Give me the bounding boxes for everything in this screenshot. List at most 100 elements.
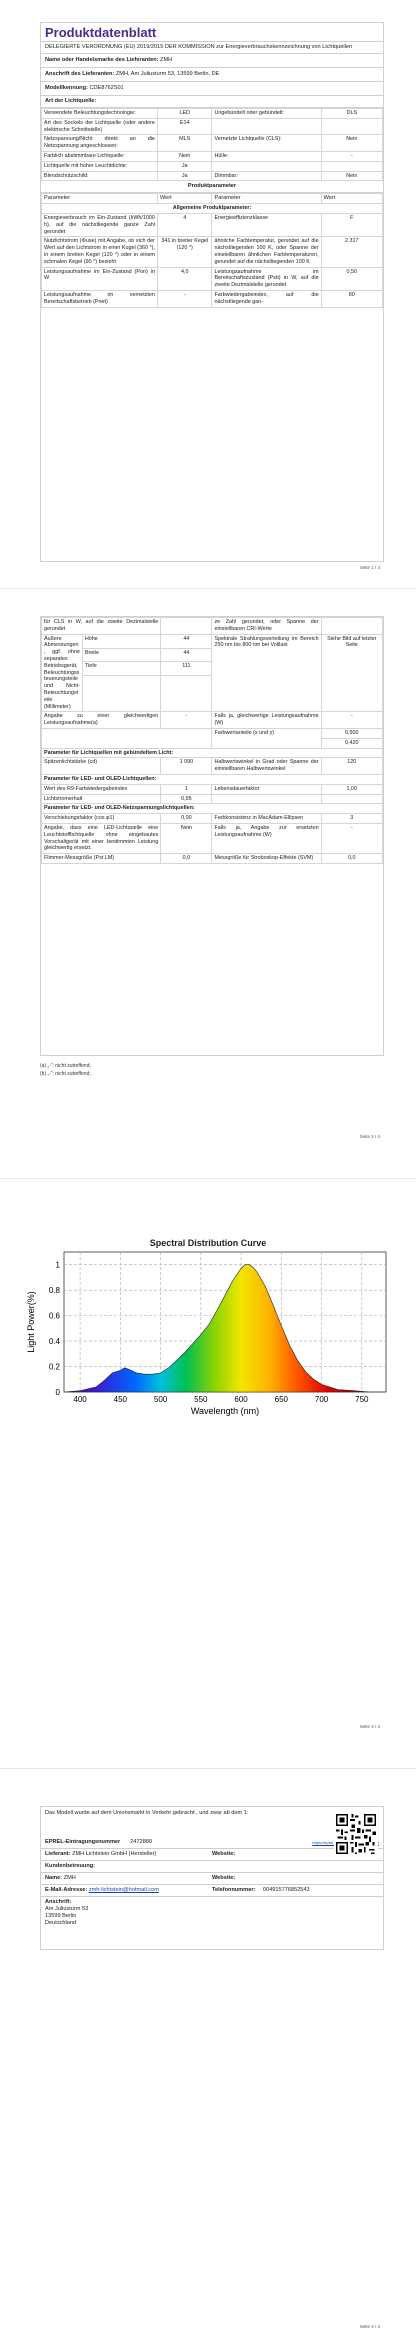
supplier-label: Lieferant: — [45, 1851, 71, 1857]
x-tick-label: 400 — [73, 1395, 87, 1404]
table-cell: 120 — [320, 757, 384, 775]
table-cell: Leistungsaufnahme im Bereitschaftszustan… — [211, 266, 322, 291]
page-divider — [0, 588, 416, 589]
param-section-title: Produktparameter — [41, 181, 383, 194]
qr-code-icon[interactable] — [334, 1812, 378, 1856]
type-table: Verwendete Beleuchtungstechnologie: LED Un… — [41, 108, 384, 182]
y-tick-label: 0.2 — [49, 1363, 61, 1372]
table-cell: Farblich abstimmbare Lichtquelle: — [41, 150, 158, 162]
table-cell: Art des Sockels der Lichtquelle (oder an… — [41, 117, 158, 136]
phone-value: 004915776852543 — [262, 1887, 310, 1893]
table-cell: Netzspannung/Nicht direkt an die Netzspa… — [41, 134, 158, 152]
datasheet-frame-1: Produktdatenblatt DELEGIERTE VERORDNUNG … — [40, 22, 384, 562]
y-tick-label: 0.6 — [49, 1312, 61, 1321]
table-cell — [160, 617, 213, 635]
table-cell: 1 090 — [160, 757, 213, 775]
table-cell: Lichtquelle mit hoher Leuchtdichte: — [41, 160, 158, 172]
page-divider — [0, 1178, 416, 1179]
table-cell: Spitzenlichtstärke (cd) — [40, 757, 162, 775]
column-header: Parameter — [41, 193, 158, 205]
service-row: Kundenbetreuung: — [41, 1861, 383, 1873]
x-tick-label: 700 — [315, 1395, 329, 1404]
table-cell: Vernetzte Lichtquelle (CLS): — [211, 134, 322, 152]
dimension-height-value: 44 — [160, 633, 213, 649]
column-header: Wert — [320, 193, 384, 205]
table-row: Farbwertanteile (x und y) 0,500 — [40, 727, 384, 749]
table-cell: Leistungsaufnahme im vernetzten Bereitsc… — [41, 289, 158, 308]
spectral-value: Siehe Bild auf letzter Seite — [320, 633, 384, 713]
table-cell: 0,50 — [320, 266, 384, 291]
table-cell: 4 — [156, 212, 213, 238]
x-tick-label: 500 — [154, 1395, 168, 1404]
brand-label: Name oder Handelsmarke des Lieferanten: — [45, 57, 159, 63]
model-value: CDE8762S01 — [89, 85, 124, 91]
contact-row: E-Mail-Adresse: zmh-lichtstein@hotmail.c… — [41, 1885, 383, 1897]
section-row: Parameter für LED- und OLED-Lichtquellen… — [41, 773, 383, 785]
table-cell: 1 — [160, 783, 213, 795]
table-cell: MLS — [156, 134, 213, 152]
table-cell: 0,00 — [160, 813, 213, 824]
chromaticity-x-value: 0,500 — [320, 727, 384, 739]
dimension-depth-label: Tiefe — [81, 661, 162, 677]
table-row: Energieverbrauch im Ein-Zustand (kWh/100… — [41, 212, 384, 238]
address-line: Deutschland — [45, 1920, 77, 1926]
equivalent-power-label: Angabe zu einer gleichwertigen Leistungs… — [40, 711, 162, 729]
table-cell: 0,0 — [160, 853, 213, 864]
table-cell — [320, 160, 384, 172]
address-line: Am Juliusturm 53 — [45, 1906, 89, 1912]
x-tick-label: 750 — [355, 1395, 369, 1404]
supplier-cell: Lieferant: ZMH Lichtstein GmbH (Herstell… — [45, 1851, 212, 1858]
table-row: Wert des R9-Farbwiedergabeindex 1 Lebensda… — [40, 783, 384, 795]
table-row: Leistungsaufnahme im vernetzten Bereitsc… — [41, 289, 384, 308]
datasheet-frame-2: für CLS in W, auf die zweite Dezimalstel… — [40, 616, 384, 1056]
table-row: Art des Sockels der Lichtquelle (oder an… — [41, 117, 384, 136]
table-header-row: Parameter Wert Parameter Wert — [41, 193, 384, 205]
table-cell: Farbkonsistenz in MacAdam-Ellipsen — [211, 813, 322, 824]
table-cell: Energieeffizienzklasse — [211, 212, 322, 238]
table-row: Spitzenlichtstärke (cd) 1 090 Halbwertswin… — [40, 757, 384, 775]
footnote-b: (b) „-“: nicht zutreffend; — [40, 1071, 91, 1077]
table-row: Blendschutzschild: Ja Dimmbar: Nein — [41, 170, 384, 182]
phone-cell: Telefonnummer: 004915776852543 — [212, 1887, 310, 1894]
type-section-title: Art der Lichtquelle: — [41, 96, 383, 108]
address-label: Anschrift: — [45, 1899, 72, 1905]
section-row: Parameter für LED- und OLED-Netzspannung… — [41, 803, 383, 815]
table-cell: 3 — [320, 813, 384, 824]
table-cell: - — [156, 289, 213, 308]
table-cell: Farbwiedergabeindex, auf die nächstliege… — [211, 289, 322, 308]
address-row: Anschrift des Lieferanten: ZMH, Am Juliu… — [41, 68, 383, 82]
table-cell: Lebensdauerfaktor — [211, 783, 322, 795]
table-cell: Lichtstromerhalt — [40, 793, 162, 805]
table-cell: LED — [156, 108, 213, 119]
table-cell: Blendschutzschild: — [41, 170, 158, 182]
info-frame: Das Modell wurde auf dem Unionsmarkt in … — [40, 1806, 384, 1950]
email-link[interactable]: zmh-lichtstein@hotmail.com — [88, 1887, 159, 1893]
page-3: Spectral Distribution Curve 400 450 500 550… — [0, 1178, 416, 1768]
x-tick-label: 650 — [275, 1395, 289, 1404]
y-axis-label: Light Power(%) — [26, 1291, 36, 1353]
table-cell: DLS — [320, 108, 384, 119]
table-cell: Messgröße für Stroboskop-Effekte (SVM) — [211, 853, 322, 864]
table-cell: Verschiebungsfaktor (cos φ1) — [40, 813, 162, 824]
table-cell: Verwendete Beleuchtungstechnologie: — [41, 108, 158, 119]
eprel-label: EPREL-Eintragungsnummer — [45, 1839, 121, 1845]
model-label: Modellkennung: — [45, 85, 88, 91]
table-cell: ähnliche Farbtemperatur, gerundet auf di… — [211, 236, 322, 268]
page-number: Seite 4 / 4 — [359, 2324, 380, 2329]
table-cell — [320, 117, 384, 136]
table-cell: Ja — [156, 170, 213, 182]
continued-table: für CLS in W, auf die zweite Dezimalstel… — [40, 617, 384, 864]
equivalent-power-right-value: - — [320, 711, 384, 729]
spectral-chart: 400 450 500 550 600 650 700 750 0 0.2 0.4 0.6 0.8 1 Wa… — [26, 1251, 387, 1416]
table-row: Lichtstromerhalt 0,95 — [40, 793, 384, 805]
param-table: Parameter Wert Parameter Wert Allgemeine Pr… — [41, 193, 384, 308]
y-tick-label: 0.8 — [49, 1286, 61, 1295]
table-cell: Nein — [160, 822, 213, 855]
regulation-text: DELEGIERTE VERORDNUNG (EU) 2019/2015 DER… — [41, 42, 383, 54]
table-cell: Halbwertswinkel in Grad oder Spanne der … — [211, 757, 322, 775]
y-tick-label: 1 — [56, 1261, 61, 1270]
table-row: Netzspannung/Nicht direkt an die Netzspa… — [41, 134, 384, 152]
brand-row: Name oder Handelsmarke des Lieferanten: … — [41, 54, 383, 68]
table-cell: F — [320, 212, 384, 238]
website-label: Website: — [212, 1851, 236, 1857]
